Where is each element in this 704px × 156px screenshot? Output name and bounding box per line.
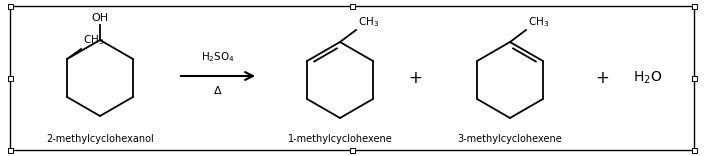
- Text: CH$_3$: CH$_3$: [358, 15, 379, 29]
- Bar: [349, 3, 355, 8]
- Bar: [691, 76, 696, 80]
- Text: H$_2$O: H$_2$O: [634, 70, 662, 86]
- Text: CH$_3$: CH$_3$: [83, 33, 104, 47]
- Text: 3-methylcyclohexene: 3-methylcyclohexene: [458, 134, 562, 144]
- Text: OH: OH: [92, 13, 108, 23]
- Bar: [8, 3, 13, 8]
- Bar: [8, 76, 13, 80]
- Bar: [691, 3, 696, 8]
- Bar: [8, 148, 13, 153]
- Text: Δ: Δ: [214, 86, 222, 96]
- Text: 1-methylcyclohexene: 1-methylcyclohexene: [288, 134, 392, 144]
- Text: H$_2$SO$_4$: H$_2$SO$_4$: [201, 50, 235, 64]
- Text: 2-methylcyclohexanol: 2-methylcyclohexanol: [46, 134, 154, 144]
- Text: +: +: [408, 69, 422, 87]
- Bar: [349, 148, 355, 153]
- Text: CH$_3$: CH$_3$: [528, 15, 549, 29]
- Text: +: +: [595, 69, 609, 87]
- Bar: [691, 148, 696, 153]
